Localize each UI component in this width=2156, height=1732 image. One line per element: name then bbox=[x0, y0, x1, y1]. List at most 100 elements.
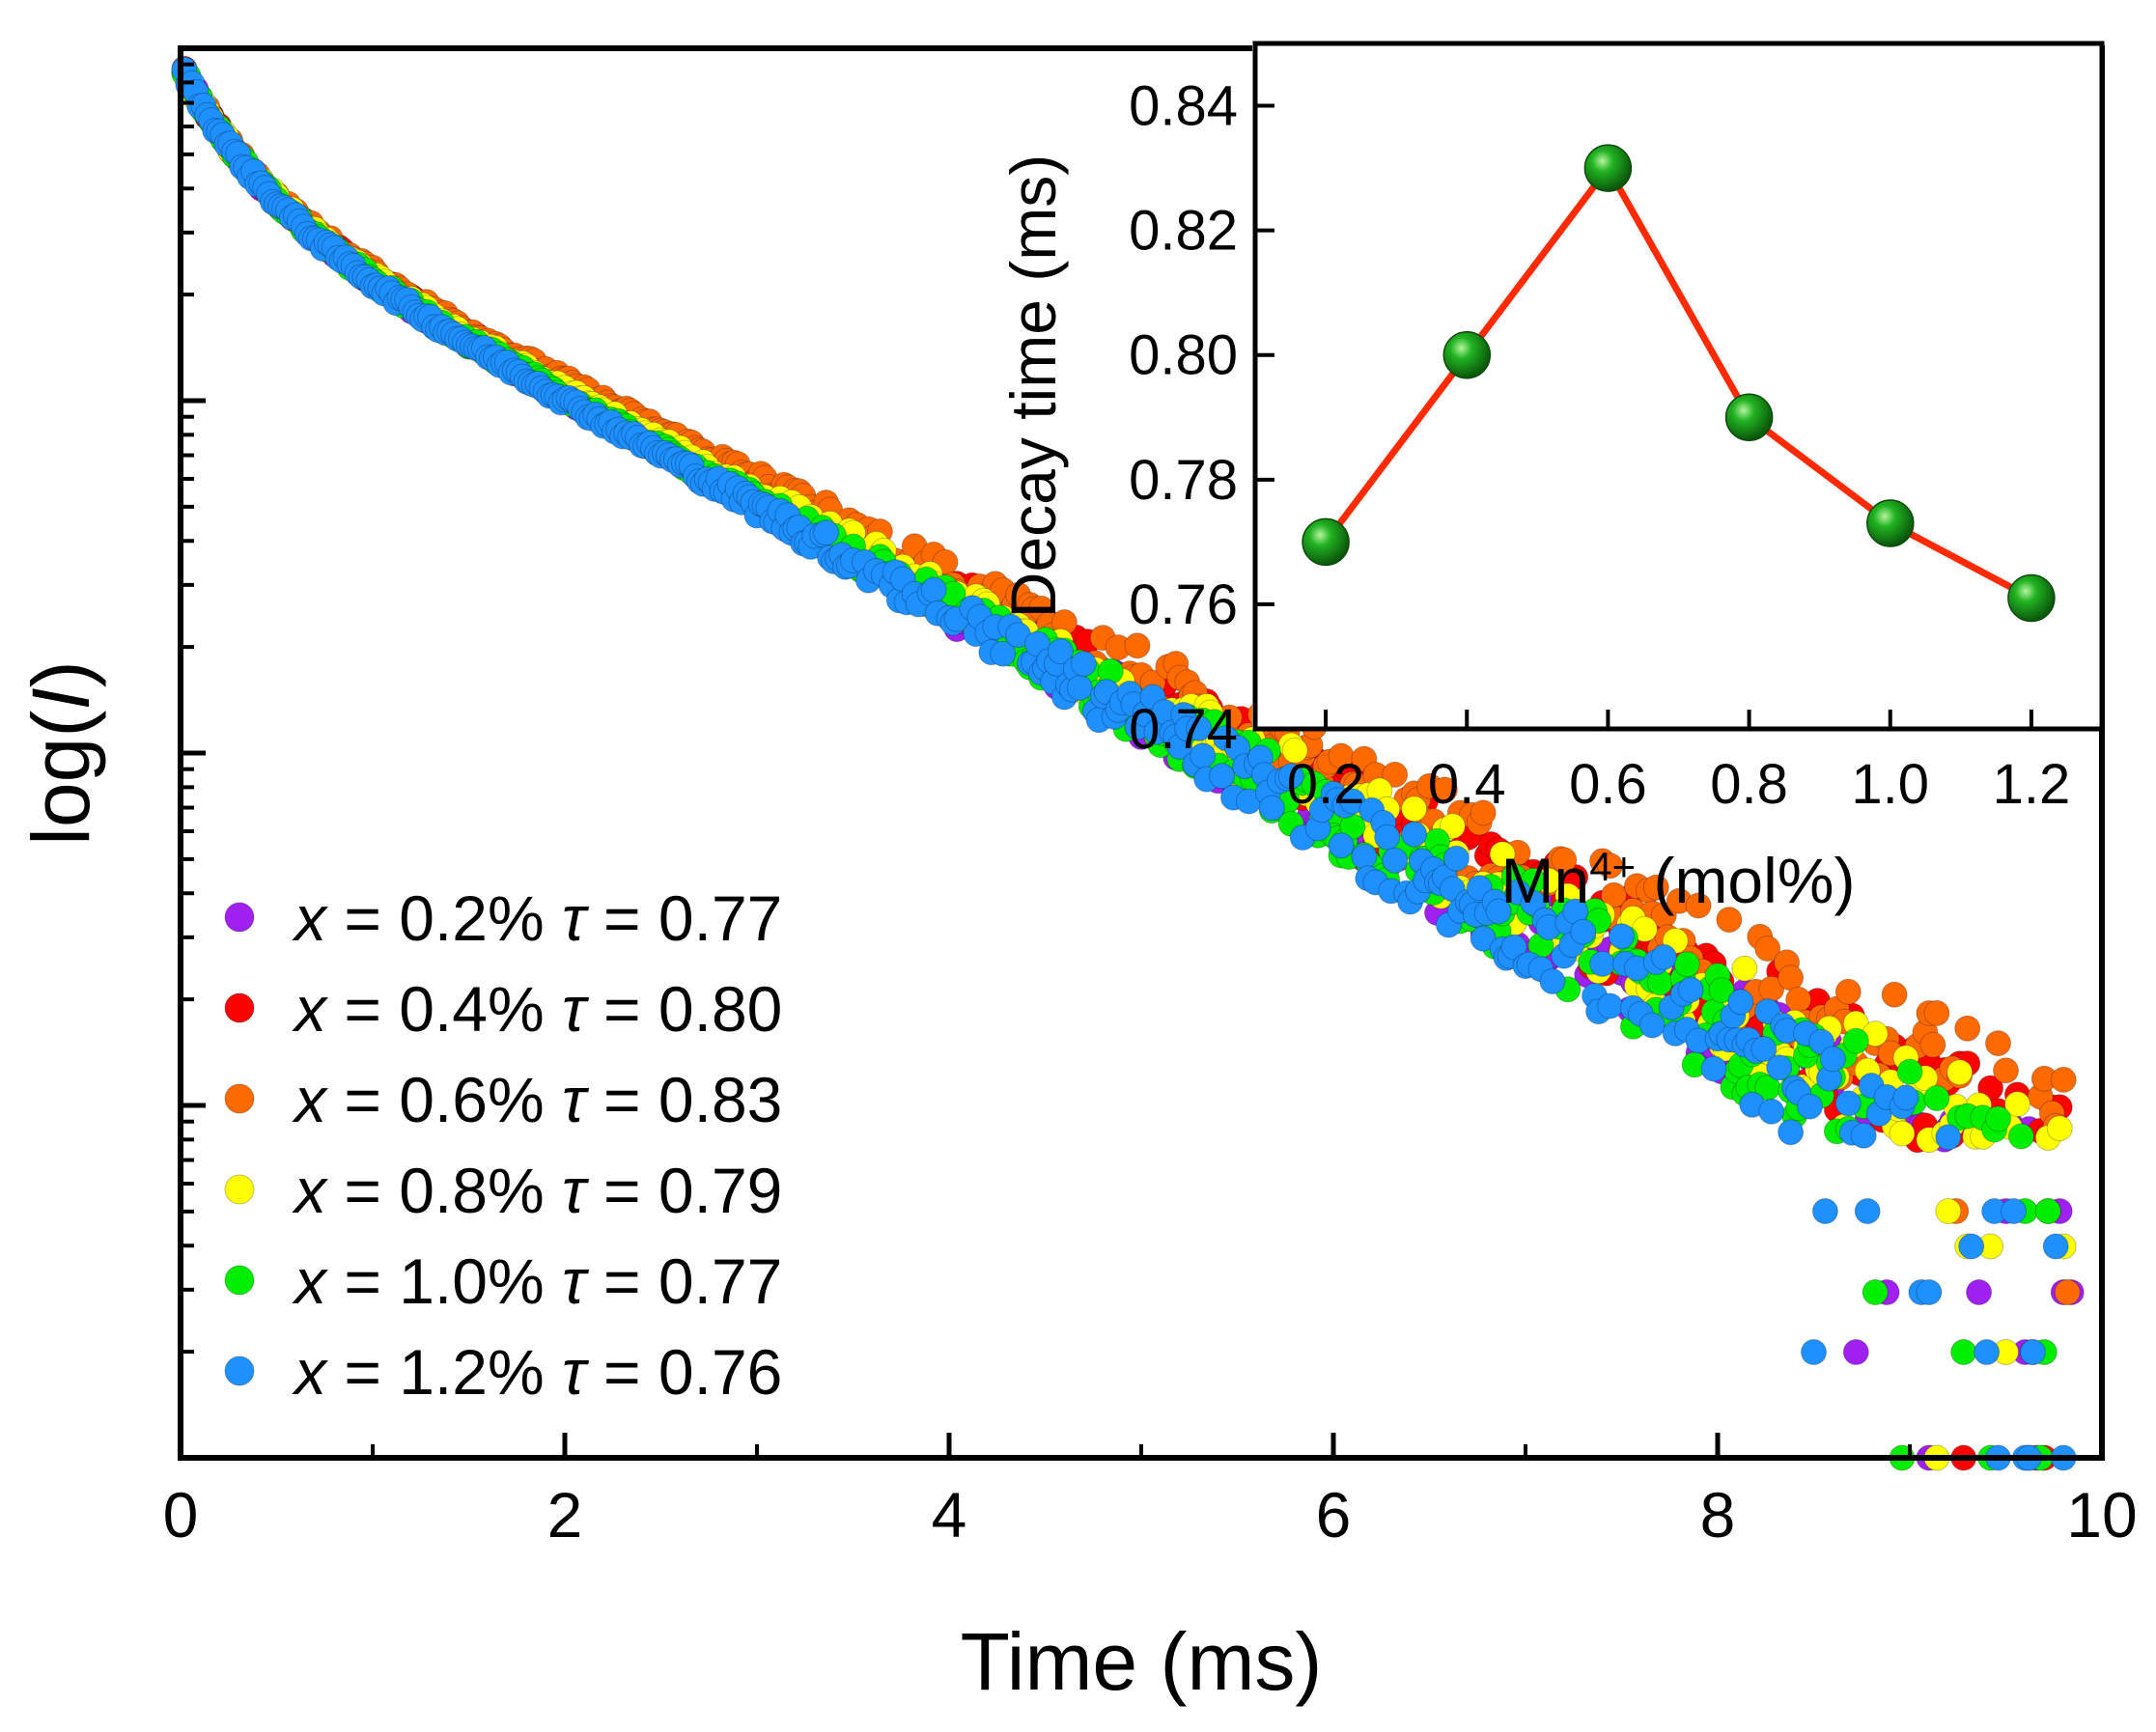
data-point bbox=[1570, 918, 1597, 945]
data-point bbox=[1758, 1098, 1785, 1125]
data-point bbox=[1954, 1015, 1981, 1042]
main-x-axis-title: Time (ms) bbox=[961, 1616, 1323, 1707]
data-point bbox=[1731, 955, 1758, 982]
data-point bbox=[1677, 976, 1704, 1003]
data-point bbox=[1834, 978, 1862, 1005]
data-point bbox=[1401, 821, 1428, 848]
legend-label: x = 1.0% τ = 0.77 bbox=[292, 1245, 782, 1317]
data-point bbox=[1754, 936, 1781, 962]
data-point bbox=[1819, 1046, 1846, 1073]
data-point bbox=[1716, 907, 1743, 934]
inset-data-point bbox=[1302, 517, 1350, 567]
data-point bbox=[1778, 964, 1805, 992]
inset-plot-frame bbox=[1252, 41, 2105, 732]
data-point bbox=[2003, 1091, 2030, 1118]
data-point bbox=[1650, 943, 1677, 970]
data-point bbox=[1642, 874, 1669, 901]
inset-plot bbox=[1302, 144, 2056, 623]
data-point bbox=[1850, 1122, 1877, 1149]
data-point bbox=[1500, 934, 1527, 961]
inset-data-point bbox=[1866, 499, 1915, 547]
data-point bbox=[1186, 714, 1213, 741]
data-point bbox=[1700, 1055, 1727, 1082]
data-point bbox=[1785, 986, 1812, 1013]
data-point bbox=[1950, 1339, 1977, 1365]
data-point bbox=[1966, 1279, 1993, 1305]
data-point bbox=[1778, 1119, 1805, 1146]
legend-marker bbox=[224, 902, 255, 933]
data-point bbox=[1916, 1279, 1943, 1305]
data-point bbox=[2001, 1198, 2027, 1224]
data-point bbox=[920, 576, 947, 603]
legend-marker bbox=[224, 1355, 255, 1386]
inset-x-tick-label: 0.2 bbox=[1287, 753, 1365, 816]
main-x-tick-label: 4 bbox=[932, 1479, 967, 1550]
data-point bbox=[1374, 824, 1401, 851]
data-point bbox=[1935, 1198, 1962, 1224]
data-point bbox=[1382, 847, 1409, 874]
data-point bbox=[1609, 923, 1635, 950]
data-point bbox=[1801, 1339, 1827, 1365]
inset-chart: 0.2 0.4 0.6 0.8 1.0 1.2 0.740.760.780.800.820… bbox=[997, 41, 2105, 917]
data-point bbox=[1985, 1030, 2011, 1057]
data-point bbox=[1896, 1058, 1923, 1085]
data-point bbox=[1597, 852, 1624, 880]
inset-data-point bbox=[1583, 144, 1633, 192]
data-point bbox=[2019, 1339, 2046, 1365]
data-point bbox=[813, 519, 840, 546]
main-x-tick-label: 6 bbox=[1316, 1479, 1352, 1550]
data-point bbox=[1811, 1198, 1838, 1224]
data-point bbox=[2034, 1198, 2061, 1224]
legend-label: x = 0.6% τ = 0.83 bbox=[292, 1064, 782, 1135]
data-point bbox=[1935, 1124, 1962, 1151]
inset-x-tick-label: 0.6 bbox=[1569, 753, 1647, 816]
legend: x = 0.2% τ = 0.77 x = 0.4% τ = 0.80 x = 0.… bbox=[224, 882, 782, 1408]
inset-x-tick-label: 0.8 bbox=[1710, 753, 1788, 816]
inset-y-tick-label: 0.82 bbox=[1129, 200, 1238, 263]
inset-y-tick-label: 0.84 bbox=[1129, 75, 1238, 138]
inset-data-point bbox=[1724, 393, 1774, 442]
data-point bbox=[1328, 832, 1355, 859]
inset-line bbox=[1323, 161, 2033, 601]
data-point bbox=[1382, 761, 1409, 788]
inset-x-tick-label: 1.2 bbox=[1993, 753, 2071, 816]
data-point bbox=[1066, 675, 1093, 701]
data-point bbox=[1209, 763, 1236, 790]
data-point bbox=[1919, 1031, 1946, 1058]
inset-x-axis-title: Mn4+ (mol%) bbox=[1501, 844, 1856, 917]
data-point bbox=[1485, 898, 1512, 925]
data-point bbox=[1431, 776, 1458, 803]
main-x-tick-label: 0 bbox=[163, 1479, 199, 1550]
data-point bbox=[1281, 737, 1308, 764]
data-point bbox=[2007, 1123, 2034, 1150]
data-point bbox=[1750, 1036, 1778, 1062]
inset-y-tick-label: 0.80 bbox=[1129, 324, 1238, 387]
data-point bbox=[1889, 1120, 1916, 1147]
data-point bbox=[2046, 1115, 2073, 1142]
data-point bbox=[1673, 951, 1700, 978]
main-y-axis bbox=[181, 45, 206, 1461]
data-point bbox=[1470, 799, 1497, 826]
data-point bbox=[1439, 813, 1466, 840]
data-point bbox=[1958, 1233, 1985, 1260]
data-point bbox=[1854, 1198, 1881, 1224]
data-point bbox=[1708, 977, 1735, 1004]
main-x-tick-label: 8 bbox=[1700, 1479, 1736, 1550]
data-point bbox=[1685, 892, 1712, 919]
data-point bbox=[1277, 763, 1304, 790]
data-point bbox=[1539, 968, 1566, 994]
legend-marker bbox=[224, 1083, 255, 1114]
data-point bbox=[2050, 1066, 2077, 1093]
data-point bbox=[1923, 999, 1950, 1026]
inset-y-tick-label: 0.76 bbox=[1129, 573, 1238, 636]
main-scatter-points bbox=[171, 55, 2085, 1471]
legend-marker bbox=[224, 1174, 255, 1205]
data-point bbox=[1489, 841, 1516, 868]
inset-data-point bbox=[2007, 573, 2056, 623]
data-point bbox=[1351, 843, 1378, 870]
data-point bbox=[1974, 1339, 2001, 1365]
inset-y-tick-label: 0.74 bbox=[1129, 698, 1238, 761]
inset-x-tick-label: 0.4 bbox=[1428, 753, 1506, 816]
inset-data-point bbox=[1442, 330, 1492, 379]
